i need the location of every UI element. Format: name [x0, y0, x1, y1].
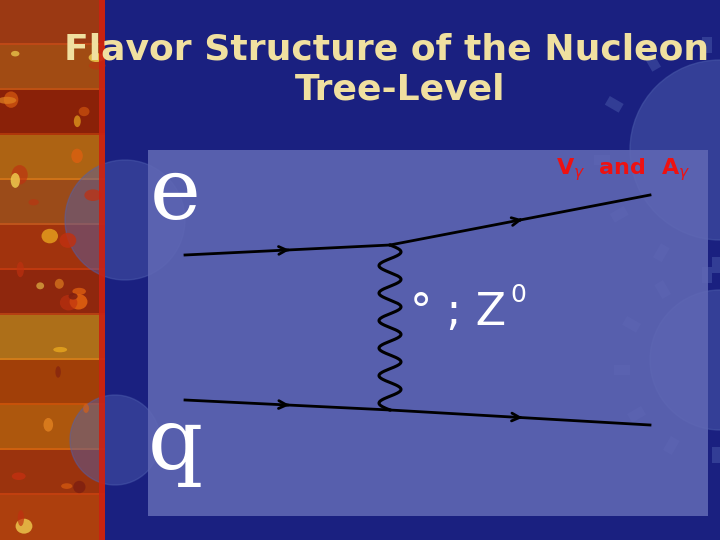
Bar [0, 223, 105, 270]
Ellipse shape [43, 418, 53, 431]
Ellipse shape [68, 293, 78, 300]
Bar [594, 155, 610, 165]
Bar [627, 406, 646, 423]
Ellipse shape [4, 91, 18, 108]
Text: ° ; Z: ° ; Z [410, 291, 506, 334]
Bar [653, 244, 670, 262]
Text: 0: 0 [510, 284, 526, 307]
Bar [702, 37, 712, 53]
Ellipse shape [18, 510, 24, 526]
Ellipse shape [12, 472, 26, 480]
Circle shape [70, 395, 160, 485]
Ellipse shape [36, 282, 44, 289]
Bar [663, 436, 680, 455]
Bar [0, 0, 105, 45]
Bar [0, 313, 105, 360]
Bar [99, 0, 105, 540]
Ellipse shape [70, 294, 87, 309]
Ellipse shape [55, 279, 64, 289]
Bar [0, 178, 105, 225]
Bar [0, 358, 105, 405]
Bar [105, 0, 720, 540]
Ellipse shape [12, 165, 28, 185]
Ellipse shape [84, 190, 102, 201]
Ellipse shape [0, 97, 17, 104]
Bar [0, 268, 105, 315]
Bar [0, 493, 105, 540]
Ellipse shape [73, 481, 86, 493]
Text: Flavor Structure of the Nucleon :: Flavor Structure of the Nucleon : [64, 33, 720, 67]
Bar [605, 96, 624, 113]
Ellipse shape [17, 262, 24, 277]
Bar [0, 0, 105, 540]
Bar [644, 53, 661, 72]
Ellipse shape [28, 199, 39, 205]
Bar [622, 316, 641, 333]
Bar [614, 365, 630, 375]
Text: Tree-Level: Tree-Level [294, 73, 505, 107]
Ellipse shape [11, 173, 20, 188]
Ellipse shape [16, 519, 32, 534]
Ellipse shape [89, 62, 106, 70]
Ellipse shape [61, 483, 72, 489]
Bar [0, 448, 105, 495]
Ellipse shape [42, 229, 58, 244]
Text: q: q [148, 403, 202, 487]
Bar [702, 267, 712, 283]
Bar [148, 150, 708, 516]
Bar [712, 257, 720, 273]
Bar [0, 43, 105, 90]
Bar [0, 403, 105, 450]
Circle shape [65, 160, 185, 280]
Bar [0, 133, 105, 180]
Text: e: e [150, 153, 200, 237]
Ellipse shape [74, 116, 81, 127]
Bar [610, 206, 629, 222]
Circle shape [650, 290, 720, 430]
Bar [0, 88, 105, 135]
Ellipse shape [89, 53, 104, 62]
Ellipse shape [60, 295, 77, 310]
Ellipse shape [55, 366, 61, 377]
Ellipse shape [71, 148, 83, 163]
Ellipse shape [83, 404, 89, 413]
Bar [712, 447, 720, 463]
Text: V$_\gamma$  and  A$_\gamma$: V$_\gamma$ and A$_\gamma$ [556, 157, 690, 184]
Ellipse shape [11, 51, 19, 57]
Ellipse shape [60, 233, 76, 248]
Ellipse shape [78, 107, 89, 116]
Circle shape [630, 60, 720, 240]
Ellipse shape [53, 347, 67, 352]
Ellipse shape [73, 288, 86, 295]
Bar [654, 280, 671, 299]
